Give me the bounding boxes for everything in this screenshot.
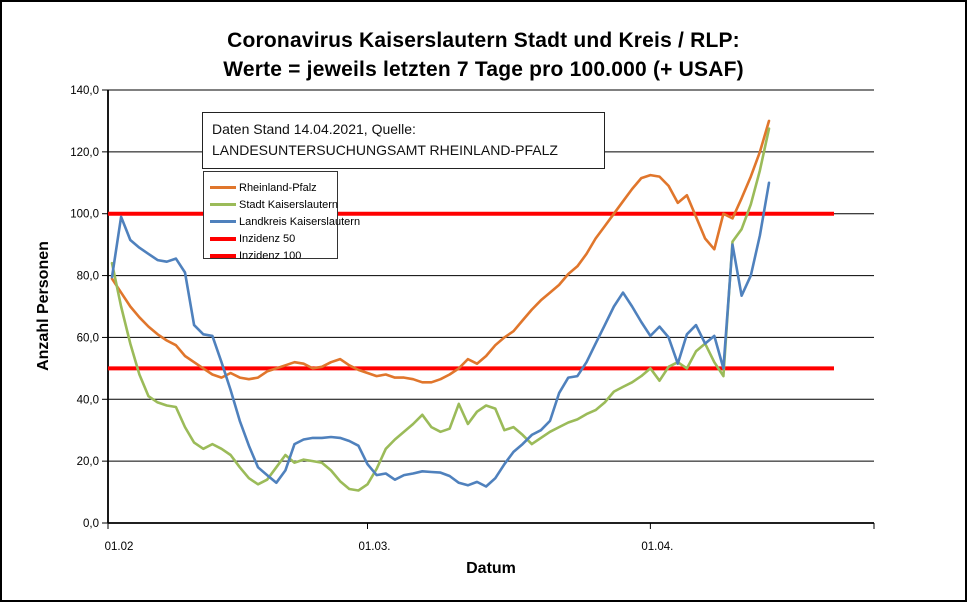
y-tick-label: 100,0 — [70, 209, 99, 221]
series-line-stadt-kaiserslautern — [110, 127, 771, 492]
legend-line-swatch — [210, 236, 236, 241]
legend-label: Landkreis Kaiserslautern — [239, 215, 361, 228]
chart-title: Coronavirus Kaiserslautern Stadt und Kre… — [2, 26, 965, 84]
legend-line-swatch — [210, 220, 236, 223]
chart-title-line2: Werte = jeweils letzten 7 Tage pro 100.0… — [223, 58, 744, 81]
legend-item-stadt-kaiserslautern: Stadt Kaiserslautern — [210, 196, 338, 213]
chart-title-line1: Coronavirus Kaiserslautern Stadt und Kre… — [227, 29, 740, 52]
y-tick-label: 140,0 — [70, 85, 99, 97]
y-tick-label: 20,0 — [77, 456, 99, 468]
chart-legend: Rheinland-Pfalz Stadt Kaiserslautern Landk… — [203, 171, 360, 262]
legend-label: Inzidenz 50 — [239, 232, 296, 245]
legend-label: Stadt Kaiserslautern — [239, 198, 339, 211]
series-line-landkreis-kaiserslautern — [110, 181, 771, 488]
x-tick-label: 01.03. — [359, 541, 391, 553]
y-axis-ticks: 0,0 20,0 40,0 60,0 80,0 100,0 120,0 140,0 — [70, 85, 108, 530]
y-tick-label: 0,0 — [83, 518, 99, 530]
y-tick-label: 60,0 — [77, 332, 99, 344]
data-source-text: Daten Stand 14.04.2021, Quelle: LANDESUN… — [212, 121, 558, 158]
y-axis-title: Anzahl Personen — [35, 241, 52, 371]
x-tick-label: 01.02 — [105, 541, 134, 553]
y-tick-label: 80,0 — [77, 271, 99, 283]
legend-item-landkreis-kaiserslautern: Landkreis Kaiserslautern — [210, 213, 360, 230]
y-tick-label: 40,0 — [77, 394, 99, 406]
y-tick-label: 120,0 — [70, 147, 99, 159]
legend-line-swatch — [210, 253, 236, 258]
legend-line-swatch — [210, 203, 236, 206]
series-line-rheinland-pfalz — [110, 119, 771, 384]
x-axis-ticks: 01.02 01.03. 01.04. — [105, 523, 875, 553]
legend-line-swatch — [210, 186, 236, 189]
legend-label: Inzidenz 100 — [239, 249, 302, 262]
x-tick-label: 01.04. — [641, 541, 673, 553]
legend-item-inzidenz-50: Inzidenz 50 — [210, 230, 333, 247]
legend-item-rheinland-pfalz: Rheinland-Pfalz — [210, 179, 333, 196]
legend-label: Rheinland-Pfalz — [239, 181, 317, 194]
x-axis-title: Datum — [466, 560, 516, 577]
data-source-textbox: Daten Stand 14.04.2021, Quelle: LANDESUN… — [202, 112, 605, 169]
legend-item-inzidenz-100: Inzidenz 100 — [210, 247, 333, 264]
